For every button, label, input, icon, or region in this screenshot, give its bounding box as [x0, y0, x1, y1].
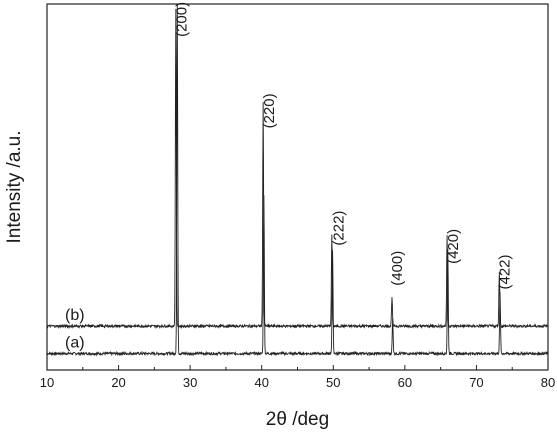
x-tick-label-70: 70 [469, 375, 483, 390]
peak-label-2: (222) [330, 211, 347, 246]
peak-label-0: (200) [174, 2, 191, 37]
peak-label-4: (420) [445, 229, 462, 264]
x-axis-ticks: 10 20 30 40 50 60 70 80 [40, 365, 555, 390]
x-tick-label-80: 80 [541, 375, 555, 390]
y-axis-title: Intensity /a.u. [4, 130, 25, 243]
peak-label-3: (400) [389, 251, 406, 286]
x-tick-label-10: 10 [40, 375, 54, 390]
series-line-0 [46, 3, 549, 357]
curves-group [46, 3, 549, 357]
x-tick-label-50: 50 [326, 375, 340, 390]
peak-labels-group: (200) (220) (222) (400) (420) (422) [174, 2, 514, 290]
x-tick-label-40: 40 [254, 375, 268, 390]
series-label-0: (a) [65, 335, 85, 352]
series-line-1 [46, 8, 549, 330]
x-tick-label-60: 60 [398, 375, 412, 390]
curve-labels-group: (a) (b) [65, 307, 85, 351]
series-label-1: (b) [65, 307, 85, 324]
peak-label-5: (422) [496, 254, 513, 289]
peak-label-1: (220) [261, 93, 278, 128]
x-axis-title: 2θ /deg [266, 409, 329, 430]
plot-frame [46, 3, 549, 371]
x-tick-label-20: 20 [111, 375, 125, 390]
x-tick-label-30: 30 [183, 375, 197, 390]
